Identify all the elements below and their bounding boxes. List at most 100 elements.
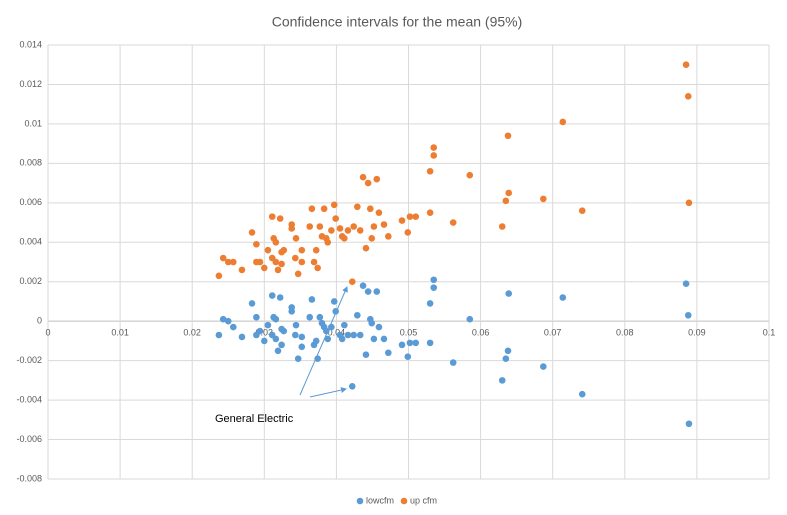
point: [540, 195, 547, 203]
legend-label: lowcfm: [366, 495, 394, 505]
point: [685, 420, 693, 428]
point: [248, 300, 256, 307]
point: [253, 313, 260, 321]
point: [502, 197, 510, 205]
point: [330, 201, 338, 209]
y-tick-label: -0.004: [16, 394, 42, 404]
point: [298, 333, 306, 341]
point: [292, 235, 300, 242]
point: [466, 171, 474, 179]
point: [684, 311, 692, 319]
point: [430, 152, 438, 159]
point: [406, 339, 414, 347]
point: [272, 315, 280, 323]
point: [430, 276, 438, 284]
point: [385, 233, 392, 240]
point: [312, 337, 320, 345]
x-tick-label: 0.03: [256, 328, 274, 338]
point: [375, 209, 383, 216]
x-tick-label: 0.02: [183, 328, 201, 338]
point: [280, 327, 288, 335]
point: [219, 254, 227, 262]
point: [356, 331, 364, 339]
point: [404, 353, 412, 360]
point: [505, 189, 513, 197]
y-tick-label: 0.014: [19, 39, 42, 49]
point: [229, 258, 237, 266]
point: [398, 341, 406, 349]
point: [261, 264, 268, 272]
y-tick-label: 0.004: [19, 237, 42, 247]
y-tick-label: 0.008: [19, 158, 42, 168]
point: [354, 203, 361, 211]
point: [685, 199, 693, 207]
point: [426, 209, 434, 216]
point: [498, 223, 506, 230]
legend-marker: [400, 497, 408, 505]
y-tick-label: -0.002: [16, 355, 42, 365]
point: [316, 313, 324, 321]
point: [314, 264, 321, 272]
point: [272, 238, 280, 246]
point: [323, 327, 330, 335]
point: [274, 266, 282, 274]
point: [298, 258, 306, 266]
x-tick-label: 0.07: [544, 328, 562, 338]
point: [449, 359, 457, 366]
point: [370, 335, 378, 343]
point: [288, 221, 295, 228]
x-tick-label: 0.01: [111, 328, 129, 338]
point: [350, 223, 358, 230]
point: [298, 343, 306, 351]
point: [412, 213, 420, 220]
point: [362, 244, 370, 252]
point: [404, 229, 412, 236]
point: [426, 339, 434, 347]
x-tick-label: 0.1: [763, 328, 776, 338]
point: [224, 258, 232, 266]
x-tick-label: 0.09: [688, 328, 706, 338]
chart-title: Confidence intervals for the mean (95%): [272, 14, 523, 30]
point: [308, 296, 316, 303]
point: [280, 246, 288, 254]
point: [312, 246, 320, 254]
point: [366, 205, 374, 213]
point: [253, 240, 260, 248]
point: [385, 349, 392, 357]
legend-label: up cfm: [410, 495, 437, 505]
point: [272, 335, 280, 343]
point: [368, 235, 376, 242]
point: [682, 61, 690, 69]
point: [288, 304, 295, 311]
point: [256, 327, 264, 335]
x-tick-label: 0.04: [328, 328, 346, 338]
point: [324, 335, 332, 343]
point: [426, 300, 434, 307]
point: [362, 351, 370, 359]
point: [504, 132, 512, 140]
point: [238, 266, 246, 274]
x-tick-label: 0.08: [616, 328, 634, 338]
point: [368, 319, 376, 327]
x-tick-label: 0.06: [472, 328, 490, 338]
point: [359, 282, 367, 289]
point: [578, 390, 586, 398]
point: [348, 382, 356, 390]
y-tick-label: 0.006: [19, 197, 42, 207]
point: [373, 175, 381, 183]
point: [356, 227, 364, 234]
point: [338, 335, 346, 343]
point: [412, 339, 420, 347]
point: [215, 331, 223, 339]
point: [328, 227, 335, 234]
point: [350, 331, 358, 339]
point: [373, 288, 381, 295]
legend: lowcfm up cfm: [356, 495, 437, 505]
point: [578, 207, 586, 215]
point: [292, 254, 299, 262]
point: [430, 284, 438, 291]
point: [684, 92, 692, 100]
point: [238, 333, 246, 341]
